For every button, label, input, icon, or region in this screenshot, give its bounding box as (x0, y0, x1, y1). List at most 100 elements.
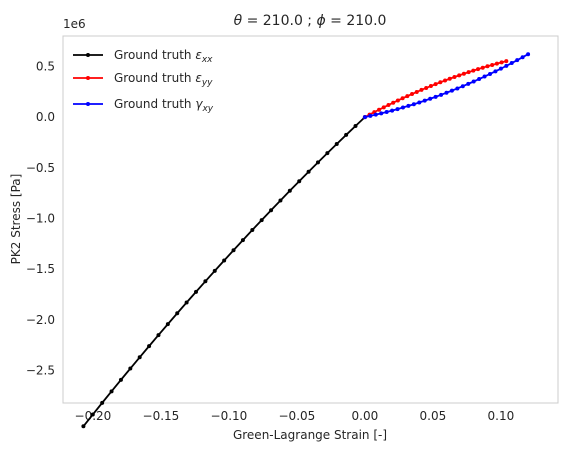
data-point-gxy (411, 102, 416, 107)
data-point-exx (240, 238, 245, 243)
data-point-eyy (433, 82, 438, 87)
legend-prefix-eyy: Ground truth (114, 71, 195, 85)
data-point-gxy (433, 94, 438, 99)
data-point-exx (147, 344, 152, 349)
data-point-exx (194, 289, 198, 294)
legend-subscript-exx: xx (201, 55, 213, 65)
data-point-exx (81, 424, 86, 429)
y-tick-label: 0.5 (36, 59, 55, 73)
data-point-eyy (405, 94, 410, 99)
data-point-gxy (379, 111, 384, 116)
x-tick-label: 0.10 (488, 409, 515, 423)
phi-text: = 210.0 (326, 13, 387, 29)
y-tick-labels: −2.5 −2.0 −1.5 −1.0 −0.5 0.0 0.5 (26, 59, 55, 377)
y-tick-label: −1.5 (26, 262, 55, 276)
data-point-exx (128, 366, 133, 371)
x-tick-label: 0.05 (420, 409, 447, 423)
chart-title: θ = 210.0 ; ϕ = 210.0 (234, 13, 387, 29)
data-point-exx (344, 132, 349, 137)
data-point-exx (306, 169, 311, 174)
data-point-gxy (466, 81, 471, 86)
data-point-gxy (428, 96, 433, 101)
data-point-gxy (471, 79, 476, 84)
data-point-eyy (400, 96, 405, 101)
x-tick-label: 0.00 (352, 409, 379, 423)
data-point-gxy (368, 113, 373, 118)
x-tick-labels: −0.20−0.15−0.10−0.050.000.050.10 (75, 409, 515, 423)
data-point-gxy (373, 112, 378, 117)
data-point-exx (231, 248, 236, 253)
x-tick-label: −0.10 (211, 409, 248, 423)
data-point-gxy (384, 110, 389, 115)
data-point-eyy (410, 92, 415, 97)
data-point-eyy (480, 65, 485, 70)
x-tick-label: −0.05 (279, 409, 316, 423)
data-point-exx (297, 179, 302, 184)
data-point-exx (118, 377, 123, 382)
legend: Ground truth εxx Ground truth εyy Ground… (73, 48, 214, 114)
data-point-gxy (439, 92, 444, 97)
data-point-eyy (443, 78, 448, 83)
data-point-eyy (428, 84, 433, 89)
data-point-gxy (509, 61, 514, 66)
data-point-eyy (476, 67, 481, 72)
data-point-gxy (515, 58, 520, 63)
data-point-exx (250, 228, 255, 233)
data-point-eyy (386, 103, 391, 108)
y-tick-label: −2.0 (26, 313, 55, 327)
data-point-exx (353, 123, 358, 128)
data-point-eyy (485, 64, 490, 69)
x-tick-label: −0.15 (143, 409, 180, 423)
legend-symbol-eyy: ε (195, 71, 202, 85)
data-point-exx (203, 279, 208, 284)
theta-text: = 210.0 ; (242, 13, 316, 29)
data-point-exx (212, 268, 217, 273)
data-point-eyy (461, 71, 466, 76)
data-point-exx (222, 258, 227, 263)
data-point-eyy (494, 61, 499, 66)
data-point-gxy (406, 103, 411, 108)
data-point-eyy (381, 105, 386, 110)
legend-prefix-exx: Ground truth (114, 48, 195, 62)
data-point-gxy (362, 115, 367, 120)
data-point-exx (278, 198, 283, 203)
data-point-eyy (490, 62, 495, 67)
legend-symbol-gxy: γ (195, 97, 203, 111)
data-point-gxy (417, 100, 422, 105)
data-point-exx (287, 188, 292, 193)
data-point-eyy (466, 70, 471, 75)
data-point-exx (184, 300, 189, 305)
data-point-exx (259, 218, 264, 223)
data-point-exx (269, 208, 274, 213)
legend-subscript-eyy: yy (201, 78, 213, 88)
legend-prefix-gxy: Ground truth (114, 97, 195, 111)
data-point-gxy (422, 98, 427, 103)
theta-symbol: θ (234, 13, 243, 29)
data-point-gxy (493, 69, 498, 74)
data-point-exx (334, 141, 339, 146)
data-point-gxy (444, 90, 449, 95)
data-point-exx (165, 322, 170, 327)
data-point-eyy (395, 98, 400, 103)
legend-label-gxy: Ground truth γxy (114, 97, 214, 114)
data-point-exx (90, 412, 95, 417)
data-point-eyy (419, 87, 424, 92)
data-point-eyy (504, 59, 509, 64)
data-point-gxy (390, 108, 395, 113)
data-point-eyy (499, 60, 504, 65)
data-point-exx (137, 355, 142, 360)
data-point-gxy (477, 77, 482, 82)
data-point-gxy (455, 86, 460, 91)
data-point-eyy (471, 68, 476, 73)
y-tick-label: −1.0 (26, 211, 55, 225)
plot-area (62, 35, 559, 404)
legend-symbol-exx: ε (195, 48, 202, 62)
data-point-gxy (526, 52, 531, 57)
legend-label-eyy: Ground truth εyy (114, 71, 213, 88)
data-point-gxy (498, 66, 503, 71)
y-tick-label: 0.0 (36, 110, 55, 124)
legend-marker-eyy (86, 76, 90, 80)
data-point-gxy (395, 107, 400, 112)
y-tick-label: −0.5 (26, 161, 55, 175)
